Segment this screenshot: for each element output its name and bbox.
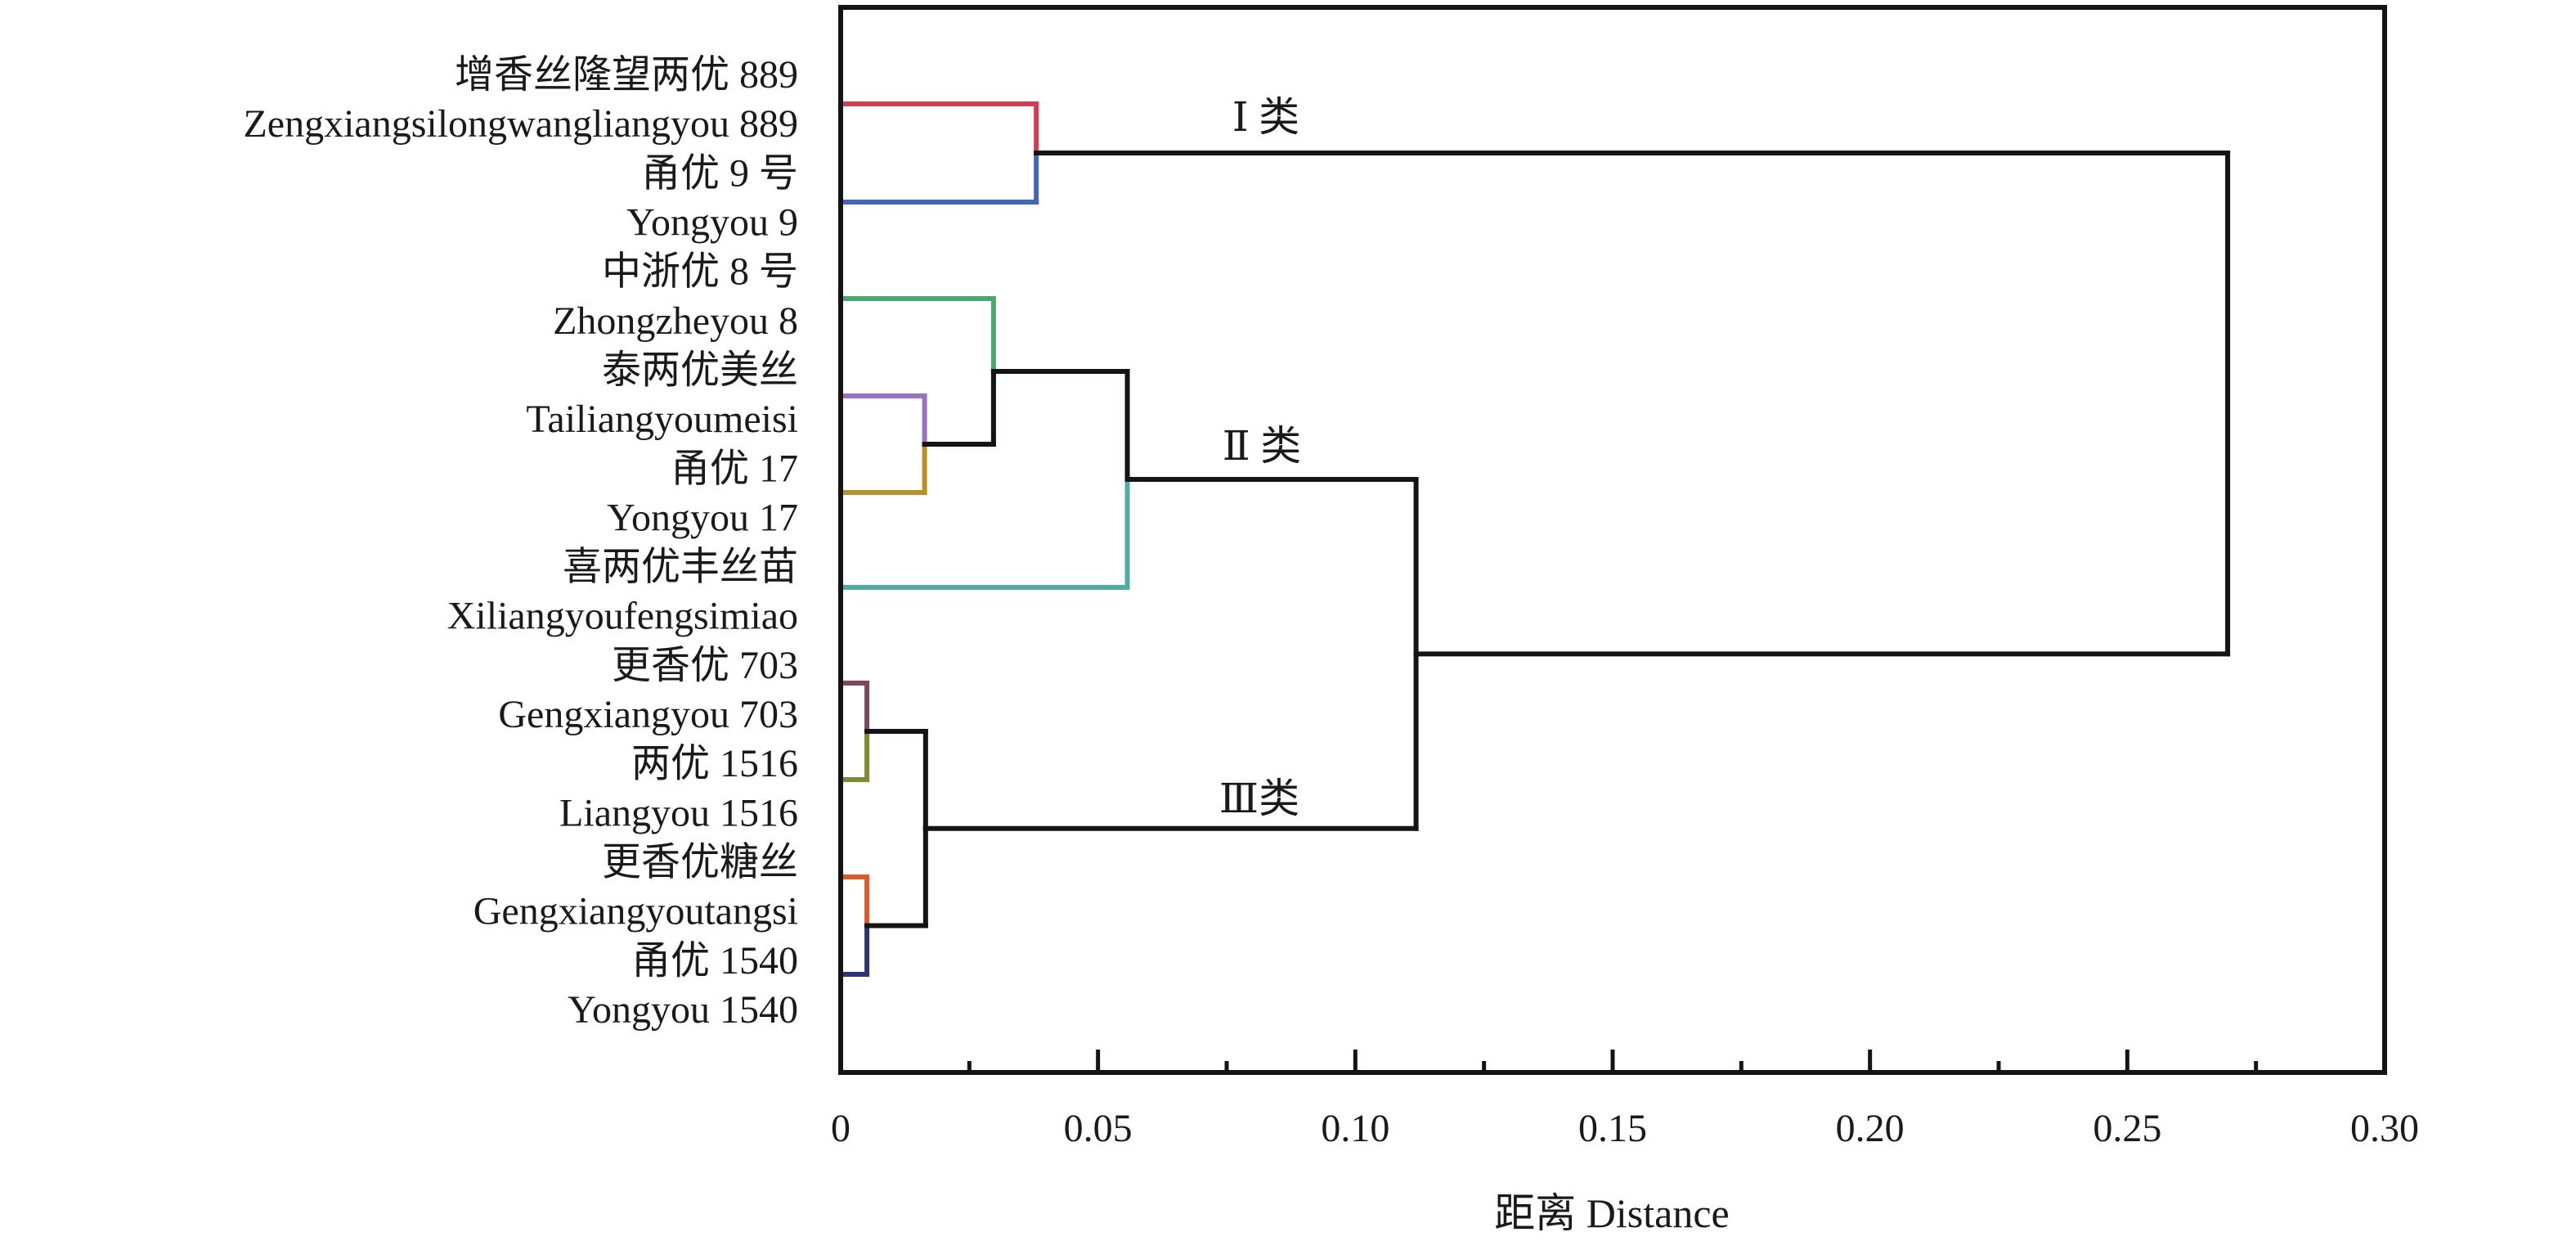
cluster-annotations: Ⅰ 类 Ⅱ 类 Ⅲ类 xyxy=(1219,94,1301,821)
leaf-label-en: Xiliangyoufengsimiao xyxy=(447,595,798,638)
leaf-label-en: Tailiangyoumeisi xyxy=(526,398,798,441)
cluster-label: Ⅰ 类 xyxy=(1232,94,1299,140)
leaf-label-en: Zhongzheyou 8 xyxy=(553,299,798,343)
leaf-label-cn: 泰两优美丝 xyxy=(602,348,798,392)
leaf-label-cn: 更香优糖丝 xyxy=(602,841,798,884)
leaf-label-en: Gengxiangyoutangsi xyxy=(473,890,798,933)
leaf-label-cn: 中浙优 8 号 xyxy=(602,250,798,294)
leaf-label-en: Liangyou 1516 xyxy=(559,791,798,834)
leaf-label-en: Yongyou 9 xyxy=(626,200,798,244)
x-tick-label: 0.10 xyxy=(1321,1107,1389,1150)
leaf-labels: 增香丝隆望两优 889 Zengxiangsilongwangliangyou 8… xyxy=(243,53,798,1032)
leaf-label-cn: 甬优 17 xyxy=(671,447,798,490)
leaf-label-en: Yongyou 1540 xyxy=(568,988,798,1032)
leaf-label-cn: 增香丝隆望两优 889 xyxy=(455,53,798,97)
leaf-label-en: Zengxiangsilongwangliangyou 889 xyxy=(243,102,798,146)
dendrogram-tree xyxy=(838,101,2231,977)
x-tick-label: 0.15 xyxy=(1578,1107,1647,1150)
cluster-label: Ⅱ 类 xyxy=(1223,423,1301,469)
x-tick-label: 0.30 xyxy=(2350,1107,2419,1150)
x-tick-label: 0.25 xyxy=(2093,1107,2161,1150)
x-tick-label: 0.20 xyxy=(1836,1107,1905,1150)
leaf-label-cn: 两优 1516 xyxy=(631,742,798,785)
leaf-label-cn: 甬优 9 号 xyxy=(641,151,798,195)
plot-frame xyxy=(838,5,2387,1075)
leaf-label-cn: 甬优 1540 xyxy=(631,939,798,982)
leaf-label-en: Yongyou 17 xyxy=(607,496,798,539)
x-tick-label: 0 xyxy=(831,1107,850,1150)
leaf-label-cn: 喜两优丰丝苗 xyxy=(563,546,798,589)
leaf-label-cn: 更香优 703 xyxy=(612,644,798,687)
x-tick-label: 0.05 xyxy=(1064,1107,1133,1150)
x-axis-title: 距离 Distance xyxy=(1494,1190,1729,1236)
x-axis: 0 0.05 0.10 0.15 0.20 0.25 0.30 xyxy=(831,1050,2419,1150)
cluster-label: Ⅲ类 xyxy=(1219,776,1299,821)
leaf-label-en: Gengxiangyou 703 xyxy=(498,693,798,736)
